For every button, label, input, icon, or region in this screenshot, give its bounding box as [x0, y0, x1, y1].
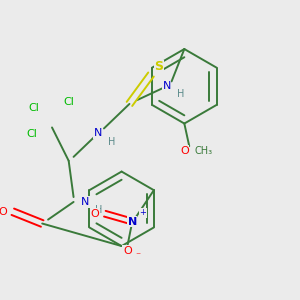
Text: N: N — [94, 128, 102, 138]
Text: N: N — [128, 217, 137, 226]
Text: Cl: Cl — [26, 129, 37, 139]
Text: O: O — [0, 207, 8, 217]
Text: O: O — [91, 209, 99, 219]
Text: Cl: Cl — [28, 103, 39, 113]
Text: H: H — [95, 205, 103, 215]
Text: H: H — [108, 137, 116, 147]
Text: H: H — [177, 89, 184, 99]
Text: N: N — [81, 197, 89, 207]
Text: +: + — [140, 208, 146, 217]
Text: N: N — [163, 81, 171, 91]
Text: S: S — [154, 60, 163, 73]
Text: O: O — [180, 146, 189, 156]
Text: O: O — [123, 246, 132, 256]
Text: Cl: Cl — [63, 97, 74, 107]
Text: CH₃: CH₃ — [195, 146, 213, 156]
Text: ⁻: ⁻ — [136, 251, 141, 261]
